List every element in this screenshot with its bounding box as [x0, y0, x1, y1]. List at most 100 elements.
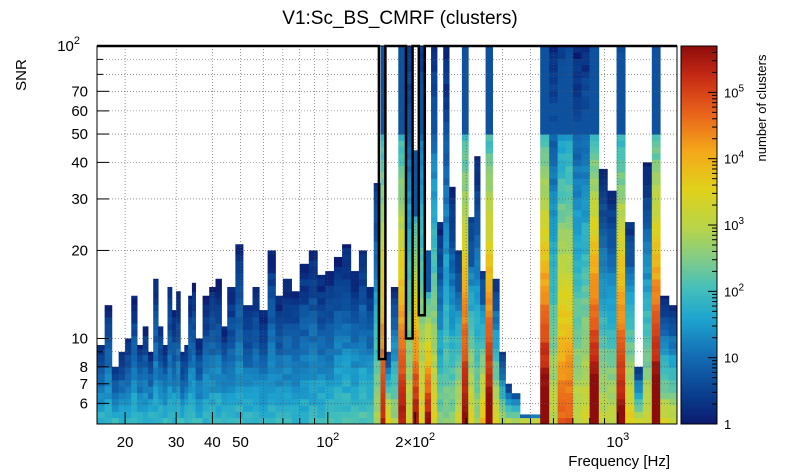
heatmap-cell — [418, 140, 426, 148]
heatmap-cell — [308, 354, 318, 362]
heatmap-cell — [589, 323, 600, 330]
heatmap-cell — [333, 411, 343, 419]
heatmap-cell — [380, 279, 386, 286]
heatmap-cell — [549, 209, 558, 217]
heatmap-cell — [184, 379, 189, 387]
heatmap-cell — [485, 272, 493, 280]
heatmap-cell — [235, 398, 244, 406]
heatmap-cell — [581, 127, 591, 135]
heatmap-cell — [267, 260, 276, 267]
heatmap-cell — [342, 398, 352, 406]
heatmap-cell — [259, 348, 268, 356]
heatmap-cell — [405, 316, 413, 324]
heatmap-cell — [668, 405, 677, 412]
heatmap-cell — [342, 342, 352, 349]
heatmap-cell — [418, 197, 426, 204]
heatmap-cell — [412, 417, 420, 424]
heatmap-cell — [461, 373, 469, 381]
heatmap-cell — [480, 405, 486, 412]
heatmap-cell — [142, 411, 149, 419]
heatmap-cell — [209, 348, 216, 356]
heatmap-cell — [291, 398, 301, 406]
heatmap-cell — [153, 417, 159, 424]
heatmap-cell — [405, 405, 413, 412]
heatmap-cell — [431, 329, 438, 337]
heatmap-cell — [474, 323, 481, 330]
heatmap-cell — [651, 329, 661, 337]
heatmap-cell — [358, 417, 367, 424]
heatmap-cell — [572, 386, 582, 393]
heatmap-cell — [235, 279, 244, 286]
heatmap-cell — [176, 392, 181, 400]
heatmap-cell — [317, 335, 326, 343]
heatmap-cell — [455, 329, 463, 337]
heatmap-cell — [405, 64, 413, 72]
heatmap-cell — [171, 411, 177, 419]
heatmap-cell — [431, 310, 438, 318]
heatmap-cell — [651, 392, 661, 400]
heatmap-cell — [572, 52, 582, 59]
heatmap-cell — [581, 316, 591, 324]
heatmap-cell — [380, 64, 386, 72]
heatmap-cell — [308, 304, 318, 311]
heatmap-cell — [455, 386, 463, 393]
heatmap-cell — [385, 354, 392, 362]
heatmap-cell — [373, 329, 381, 337]
heatmap-cell — [412, 411, 420, 419]
heatmap-cell — [581, 367, 591, 374]
heatmap-cell — [616, 153, 626, 160]
heatmap-cell — [572, 298, 582, 305]
heatmap-cell — [162, 398, 168, 406]
heatmap-cell — [485, 90, 493, 97]
x-tick-label: 50 — [232, 434, 249, 451]
heatmap-cell — [431, 354, 438, 362]
heatmap-cell — [252, 392, 260, 400]
heatmap-cell — [607, 266, 617, 274]
heatmap-cell — [540, 109, 550, 116]
heatmap-cell — [259, 405, 268, 412]
heatmap-cell — [235, 386, 244, 393]
heatmap-cell — [188, 392, 193, 400]
heatmap-cell — [412, 260, 420, 267]
heatmap-cell — [171, 342, 177, 349]
heatmap-cell — [431, 398, 438, 406]
heatmap-cell — [424, 398, 432, 406]
heatmap-cell — [625, 279, 635, 286]
heatmap-cell — [616, 342, 626, 349]
heatmap-cell — [227, 342, 236, 349]
heatmap-cell — [437, 235, 444, 242]
heatmap-cell — [373, 342, 381, 349]
heatmap-cell — [540, 52, 550, 59]
heatmap-cell — [373, 361, 381, 368]
heatmap-cell — [651, 140, 661, 148]
heatmap-cell — [572, 379, 582, 387]
heatmap-cell — [443, 159, 450, 167]
heatmap-cell — [252, 411, 260, 419]
heatmap-cell — [259, 398, 268, 406]
heatmap-cell — [443, 102, 450, 110]
heatmap-cell — [153, 310, 159, 318]
heatmap-cell — [398, 228, 407, 236]
heatmap-cell — [581, 146, 591, 154]
heatmap-cell — [557, 411, 566, 419]
heatmap-cell — [443, 253, 450, 261]
heatmap-cell — [167, 310, 173, 318]
heatmap-cell — [581, 247, 591, 255]
heatmap-cell — [125, 405, 132, 412]
heatmap-cell — [572, 216, 582, 223]
heatmap-cell — [540, 411, 550, 419]
heatmap-cell — [162, 348, 168, 356]
heatmap-cell — [461, 165, 469, 173]
heatmap-cell — [171, 348, 177, 356]
heatmap-cell — [572, 140, 582, 148]
heatmap-cell — [221, 354, 228, 362]
x-tick-exponent: 3 — [623, 431, 629, 443]
heatmap-cell — [342, 323, 352, 330]
heatmap-cell — [412, 291, 420, 299]
heatmap-cell — [275, 316, 284, 324]
heatmap-cell — [660, 335, 670, 343]
heatmap-cell — [153, 298, 159, 305]
heatmap-cell — [540, 102, 550, 110]
heatmap-cell — [282, 348, 292, 356]
heatmap-cell — [616, 354, 626, 362]
